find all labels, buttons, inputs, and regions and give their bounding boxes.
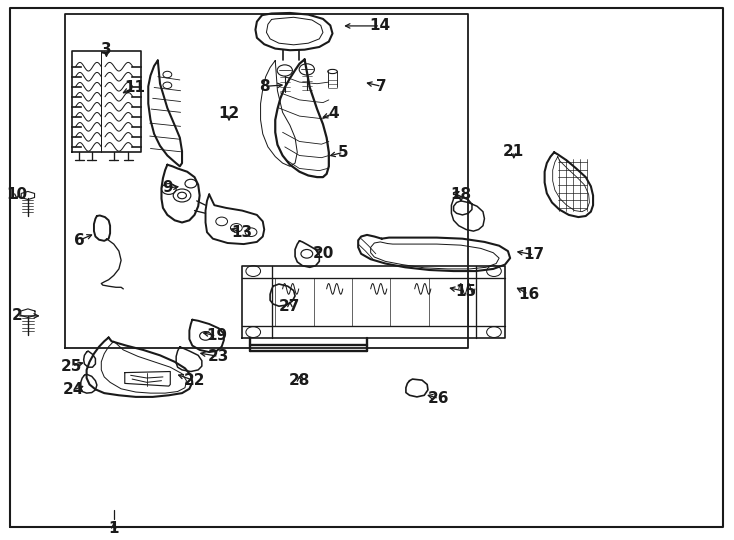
Text: 2: 2 — [12, 308, 22, 323]
Text: 24: 24 — [62, 382, 84, 397]
Text: 9: 9 — [162, 180, 172, 195]
Text: 5: 5 — [338, 145, 349, 160]
Text: 22: 22 — [184, 373, 206, 388]
Text: 7: 7 — [377, 79, 387, 94]
Text: 21: 21 — [504, 144, 524, 159]
Text: 3: 3 — [101, 42, 112, 57]
Text: 6: 6 — [74, 233, 84, 248]
Text: 25: 25 — [61, 359, 83, 374]
Text: 15: 15 — [456, 284, 476, 299]
Text: 26: 26 — [428, 391, 450, 406]
Text: 28: 28 — [288, 373, 310, 388]
Text: 8: 8 — [259, 79, 269, 94]
Text: 11: 11 — [124, 80, 145, 95]
Text: 19: 19 — [206, 328, 227, 343]
Text: 1: 1 — [109, 521, 119, 536]
Text: 4: 4 — [329, 106, 339, 121]
Text: 18: 18 — [451, 187, 471, 202]
Text: 17: 17 — [524, 247, 545, 262]
Text: 14: 14 — [370, 18, 390, 33]
Text: 23: 23 — [208, 349, 230, 364]
Text: 10: 10 — [7, 187, 27, 202]
Text: 13: 13 — [232, 225, 252, 240]
Text: 16: 16 — [518, 287, 539, 302]
Text: 20: 20 — [312, 246, 334, 261]
Text: 27: 27 — [279, 299, 301, 314]
Text: 12: 12 — [219, 106, 239, 121]
